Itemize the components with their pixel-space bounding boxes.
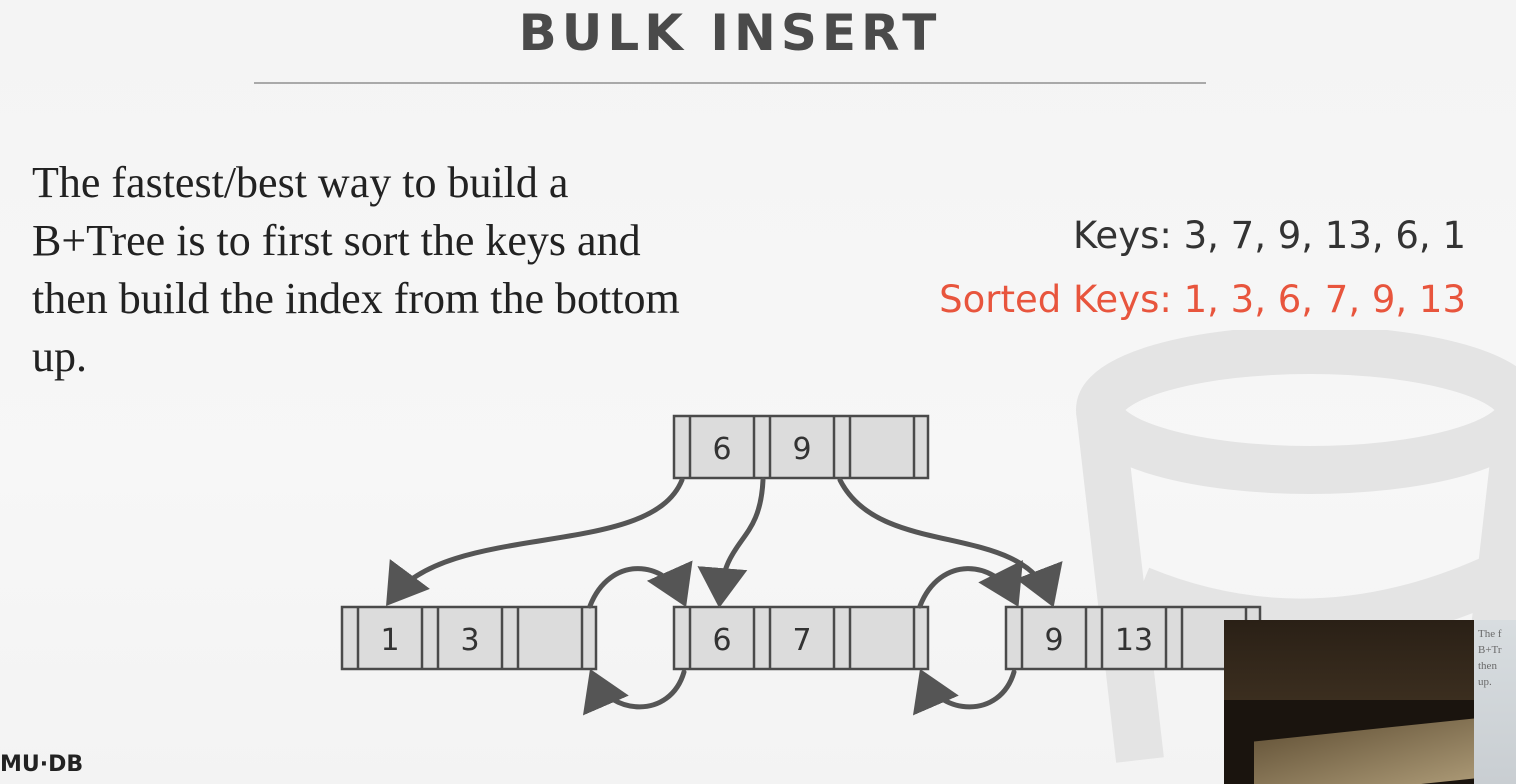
node-key: 6 — [712, 623, 731, 658]
body-line: The fastest/best way to build a — [32, 158, 569, 207]
sibling-pointer-arrow — [917, 559, 1023, 609]
video-text-line: B+Tr — [1478, 644, 1502, 656]
body-line: then build the index from the bottom — [32, 274, 680, 323]
node-key: 9 — [1044, 623, 1063, 658]
body-line: B+Tree is to first sort the keys and — [32, 216, 641, 265]
node-key: 1 — [380, 623, 399, 658]
root-to-leaf-arrow — [837, 477, 1063, 608]
body-line: up. — [32, 332, 87, 381]
body-text: The fastest/best way to build a B+Tree i… — [32, 154, 832, 386]
video-text-line: The f — [1478, 628, 1502, 640]
root-to-leaf-arrow — [697, 477, 766, 608]
leaf-node: 9 13 — [1004, 605, 1262, 671]
sibling-pointer-arrow — [587, 560, 693, 609]
keys-label: Keys: 3, 7, 9, 13, 6, 1 — [1073, 214, 1466, 257]
sibling-pointer-arrow — [913, 668, 1017, 716]
node-key: 3 — [460, 623, 479, 658]
video-projected-slide: The f B+Tr then up. — [1474, 620, 1516, 784]
title-divider — [254, 82, 1206, 84]
video-text-line: then — [1478, 660, 1497, 672]
slide-title: BULK INSERT — [518, 4, 942, 62]
node-key: 7 — [792, 623, 811, 658]
node-key: 13 — [1115, 623, 1153, 658]
node-key: 6 — [712, 432, 731, 467]
video-light-patch — [1254, 718, 1474, 784]
video-text-line: up. — [1478, 676, 1492, 688]
speaker-video-inset: The f B+Tr then up. — [1224, 620, 1516, 784]
node-key: 9 — [792, 432, 811, 467]
video-background — [1224, 620, 1474, 700]
footer-logo: MU·DB — [0, 752, 84, 777]
root-to-leaf-arrow — [386, 477, 685, 607]
sorted-keys-label: Sorted Keys: 1, 3, 6, 7, 9, 13 — [939, 278, 1466, 321]
sibling-pointer-arrow — [583, 668, 687, 716]
